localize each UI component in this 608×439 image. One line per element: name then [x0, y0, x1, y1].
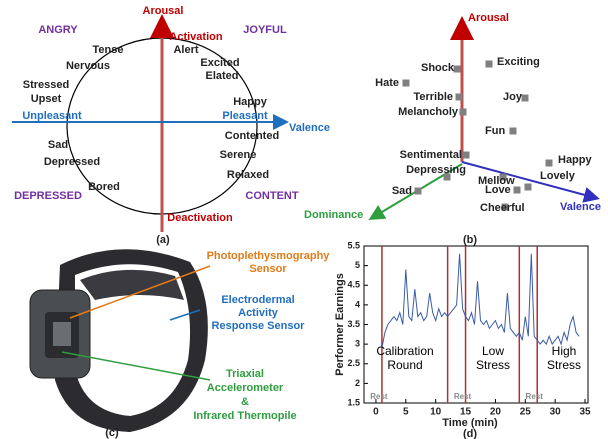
marker — [456, 94, 463, 101]
y-axis-label: Performer Earnings — [334, 273, 346, 376]
caption: (c) — [105, 427, 119, 439]
emotion: Alert — [173, 44, 198, 56]
axis-label: Dominance — [304, 209, 363, 221]
marker — [522, 95, 529, 102]
marker — [454, 66, 461, 73]
marker — [403, 80, 410, 87]
caption: (a) — [156, 234, 170, 246]
emotion: Serene — [220, 149, 257, 161]
x-tick-label: 5 — [403, 407, 409, 418]
word: Fun — [485, 125, 505, 137]
quadrant: ANGRY — [38, 24, 78, 36]
marker — [514, 187, 521, 194]
sensor-window — [53, 322, 71, 346]
word: Exciting — [497, 56, 540, 68]
x-tick-label: 30 — [550, 407, 562, 418]
y-tick-label: 2.5 — [347, 358, 360, 368]
axis-label: Valence — [289, 122, 330, 134]
quadrant: CONTENT — [245, 190, 298, 202]
y-tick-label: 1.5 — [347, 397, 360, 407]
label: Photoplethysmography — [207, 250, 331, 262]
label: Electrodermal — [221, 294, 294, 306]
panel-c: Photoplethysmography Sensor Electroderma… — [30, 249, 330, 439]
y-tick-label: 4 — [355, 299, 360, 309]
y-tick-label: 4.5 — [347, 280, 360, 290]
word: Happy — [558, 154, 593, 166]
axis-label: Arousal — [143, 5, 184, 17]
x-tick-label: 25 — [520, 407, 532, 418]
quadrant: DEPRESSED — [14, 190, 82, 202]
plot-frame — [364, 246, 588, 403]
emotion: Tense — [93, 44, 124, 56]
word: Hate — [375, 77, 399, 89]
quadrant: JOYFUL — [243, 24, 287, 36]
x-tick-label: 35 — [579, 407, 591, 418]
word: Sentimental — [400, 149, 462, 161]
phase-label: Calibration — [376, 344, 433, 358]
word: Terrible — [413, 91, 453, 103]
marker — [460, 109, 467, 116]
marker — [546, 160, 553, 167]
word: Joy — [503, 91, 523, 103]
word: Melancholy — [398, 106, 459, 118]
panel-b: Arousal Valence Dominance Shock Exciting H… — [304, 12, 601, 246]
emotion: Excited — [200, 57, 239, 69]
y-tick-label: 5.5 — [347, 240, 360, 250]
label: Sensor — [249, 263, 287, 275]
pole: Deactivation — [167, 212, 233, 224]
label: Triaxial — [226, 368, 264, 380]
marker — [463, 152, 470, 159]
x-tick-label: 0 — [373, 407, 379, 418]
caption: (d) — [463, 428, 477, 439]
emotion: Stressed — [23, 79, 69, 91]
phase-label: Low — [482, 344, 504, 358]
y-tick-label: 5 — [355, 260, 360, 270]
word: Shock — [421, 62, 455, 74]
marker — [486, 61, 493, 68]
word: Sad — [392, 185, 412, 197]
word: Cheerful — [480, 202, 525, 214]
y-tick-label: 3 — [355, 339, 360, 349]
pole: Unpleasant — [22, 110, 82, 122]
axis-label: Valence — [560, 201, 601, 213]
emotion: Relaxed — [227, 169, 269, 181]
caption: (b) — [463, 234, 477, 246]
label: Accelerometer — [207, 382, 284, 394]
marker — [510, 128, 517, 135]
emotion: Happy — [233, 96, 268, 108]
word: Depressing — [406, 164, 466, 176]
word: Love — [485, 184, 511, 196]
marker — [415, 188, 422, 195]
x-tick-label: 10 — [430, 407, 442, 418]
phase-label: Stress — [476, 358, 510, 372]
emotion: Sad — [48, 139, 68, 151]
word: Lovely — [540, 170, 576, 182]
pole: Activation — [169, 31, 222, 43]
pole: Pleasant — [222, 110, 268, 122]
y-tick-label: 2 — [355, 378, 360, 388]
axis-label: Arousal — [468, 12, 509, 24]
emotion: Elated — [205, 70, 238, 82]
label: Activity — [238, 307, 279, 319]
y-tick-label: 3.5 — [347, 319, 360, 329]
emotion: Contented — [225, 130, 279, 142]
marker — [525, 184, 532, 191]
emotion: Nervous — [66, 60, 110, 72]
label: & — [241, 396, 249, 408]
panel-a: Arousal Valence Activation Deactivation … — [12, 5, 330, 246]
emotion: Bored — [88, 181, 120, 193]
label: Infrared Thermopile — [193, 410, 296, 422]
phase-label: High — [552, 344, 577, 358]
rest-label: Rest — [526, 392, 544, 401]
figure: Arousal Valence Activation Deactivation … — [0, 0, 608, 439]
label: Response Sensor — [212, 320, 306, 332]
page: {"panel_a":{"caption":"(a)","axis_top":"… — [0, 0, 608, 439]
phase-label: Stress — [547, 358, 581, 372]
rest-label: Rest — [370, 392, 388, 401]
phase-label: Round — [387, 358, 422, 372]
emotion: Depressed — [44, 156, 100, 168]
rest-label: Rest — [454, 392, 472, 401]
emotion: Upset — [31, 93, 62, 105]
